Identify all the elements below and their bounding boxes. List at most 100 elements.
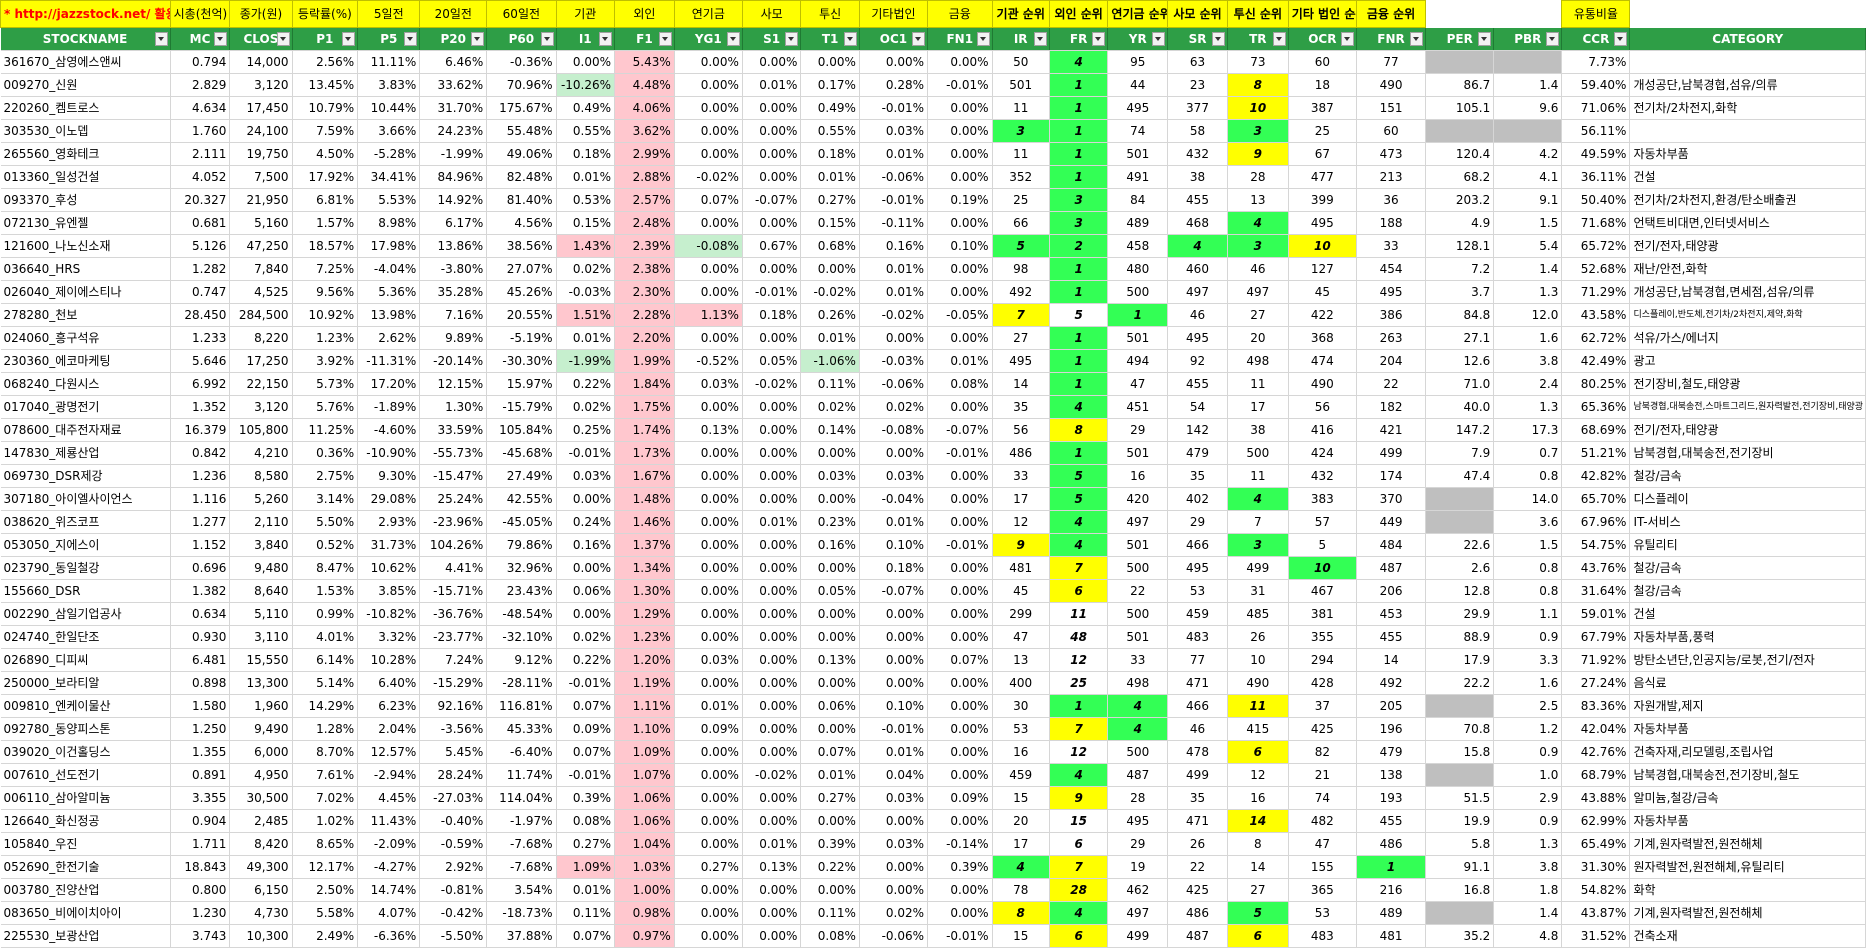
cell-pbr[interactable]: 0.8 <box>1493 579 1563 603</box>
cell-yr[interactable]: 501 <box>1107 441 1169 465</box>
cell-yr[interactable]: 487 <box>1107 763 1169 787</box>
cell-oc1[interactable]: -0.01% <box>859 717 929 741</box>
cell-fr[interactable]: 1 <box>1049 96 1109 120</box>
table-row[interactable]: 230360_에코마케팅 5.646 17,250 3.92% -11.31% -20.1… <box>0 349 1866 373</box>
cell-mc[interactable]: 0.634 <box>170 602 231 626</box>
cell-p20[interactable]: 12.15% <box>419 372 488 396</box>
cell-clos[interactable]: 7,500 <box>229 165 293 189</box>
cell-fnr[interactable]: 455 <box>1356 809 1427 833</box>
cell-ir[interactable]: 17 <box>992 487 1050 511</box>
cell-p60[interactable]: -1.97% <box>486 809 557 833</box>
cell-yr[interactable]: 74 <box>1107 119 1169 143</box>
cell-yg1[interactable]: 0.00% <box>674 556 743 580</box>
cell-p1[interactable]: 1.28% <box>292 717 359 741</box>
cell-p1[interactable]: 10.92% <box>292 303 359 327</box>
cell-stockname[interactable]: 003780_진양산업 <box>0 878 171 902</box>
cell-fn1[interactable]: 0.00% <box>927 763 993 787</box>
filter-dropdown-icon[interactable] <box>1033 32 1047 46</box>
cell-tr[interactable]: 6 <box>1227 740 1289 764</box>
cell-sr[interactable]: 58 <box>1167 119 1228 143</box>
cell-ir[interactable]: 16 <box>992 740 1050 764</box>
cell-p1[interactable]: 5.50% <box>292 510 359 534</box>
cell-fn1[interactable]: -0.01% <box>927 924 993 948</box>
cell-p60[interactable]: 9.12% <box>486 648 557 672</box>
cell-per[interactable]: 2.6 <box>1425 556 1495 580</box>
cell-p20[interactable]: -15.29% <box>419 671 488 695</box>
cell-s1[interactable]: 0.00% <box>742 556 802 580</box>
cell-p1[interactable]: 5.76% <box>292 395 359 419</box>
cell-p60[interactable]: -7.68% <box>486 832 557 856</box>
cell-per[interactable]: 47.4 <box>1425 464 1495 488</box>
cell-oc1[interactable]: -0.01% <box>859 188 929 212</box>
cell-category[interactable]: 기계,원자력발전,원전해체 <box>1629 901 1866 925</box>
cell-i1[interactable]: 0.08% <box>556 809 616 833</box>
cell-f1[interactable]: 1.37% <box>614 533 675 557</box>
cell-fr[interactable]: 25 <box>1049 671 1109 695</box>
cell-fn1[interactable]: 0.09% <box>927 786 993 810</box>
cell-per[interactable]: 84.8 <box>1425 303 1495 327</box>
cell-p20[interactable]: 84.96% <box>419 165 488 189</box>
cell-tr[interactable]: 498 <box>1227 349 1289 373</box>
cell-per[interactable]: 86.7 <box>1425 73 1495 97</box>
cell-fnr[interactable]: 77 <box>1356 50 1427 74</box>
cell-f1[interactable]: 1.03% <box>614 855 675 879</box>
cell-yr[interactable]: 28 <box>1107 786 1169 810</box>
cell-ir[interactable]: 27 <box>992 326 1050 350</box>
table-row[interactable]: 250000_보라티알 0.898 13,300 5.14% 6.40% -15.29% -… <box>0 671 1866 695</box>
cell-oc1[interactable]: -0.07% <box>859 579 929 603</box>
cell-pbr[interactable]: 4.1 <box>1493 165 1563 189</box>
cell-tr[interactable]: 12 <box>1227 763 1289 787</box>
cell-pbr[interactable]: 1.6 <box>1493 326 1563 350</box>
cell-per[interactable] <box>1425 487 1495 511</box>
cell-pbr[interactable]: 0.9 <box>1493 625 1563 649</box>
cell-ir[interactable]: 56 <box>992 418 1050 442</box>
cell-mc[interactable]: 1.760 <box>170 119 231 143</box>
cell-fnr[interactable]: 182 <box>1356 395 1427 419</box>
cell-category[interactable]: 자동차부품 <box>1629 142 1866 166</box>
filter-dropdown-icon[interactable] <box>214 32 228 46</box>
cell-i1[interactable]: 0.24% <box>556 510 616 534</box>
cell-fnr[interactable]: 492 <box>1356 671 1427 695</box>
cell-yr[interactable]: 501 <box>1107 326 1169 350</box>
cell-stockname[interactable]: 039020_이건홀딩스 <box>0 740 171 764</box>
cell-i1[interactable]: 1.09% <box>556 855 616 879</box>
cell-tr[interactable]: 3 <box>1227 533 1289 557</box>
cell-fn1[interactable]: 0.00% <box>927 257 993 281</box>
cell-oc1[interactable]: 0.00% <box>859 809 929 833</box>
cell-pbr[interactable]: 2.9 <box>1493 786 1563 810</box>
cell-stockname[interactable]: 303530_이노뎁 <box>0 119 171 143</box>
cell-p60[interactable]: 37.88% <box>486 924 557 948</box>
cell-yg1[interactable]: -0.08% <box>674 234 743 258</box>
cell-per[interactable] <box>1425 901 1495 925</box>
cell-mc[interactable]: 1.116 <box>170 487 231 511</box>
cell-s1[interactable]: 0.18% <box>742 303 802 327</box>
cell-p60[interactable]: -28.11% <box>486 671 557 695</box>
cell-t1[interactable]: 0.02% <box>800 395 860 419</box>
column-header-i1[interactable]: I1 <box>556 27 616 51</box>
cell-pbr[interactable]: 0.8 <box>1493 556 1563 580</box>
cell-ocr[interactable]: 18 <box>1288 73 1357 97</box>
cell-p5[interactable]: -4.27% <box>357 855 421 879</box>
cell-i1[interactable]: 0.00% <box>556 556 616 580</box>
cell-p5[interactable]: -4.04% <box>357 257 421 281</box>
cell-fn1[interactable]: 0.00% <box>927 602 993 626</box>
cell-fn1[interactable]: 0.00% <box>927 510 993 534</box>
cell-clos[interactable]: 4,525 <box>229 280 293 304</box>
cell-stockname[interactable]: 002290_삼일기업공사 <box>0 602 171 626</box>
cell-fn1[interactable]: 0.19% <box>927 188 993 212</box>
cell-p5[interactable]: 2.62% <box>357 326 421 350</box>
cell-p60[interactable]: -0.36% <box>486 50 557 74</box>
cell-p60[interactable]: -32.10% <box>486 625 557 649</box>
cell-p20[interactable]: -0.59% <box>419 832 488 856</box>
cell-ir[interactable]: 299 <box>992 602 1050 626</box>
cell-category[interactable]: 알미늄,철강/금속 <box>1629 786 1866 810</box>
cell-fr[interactable]: 3 <box>1049 211 1109 235</box>
cell-sr[interactable]: 53 <box>1167 579 1228 603</box>
cell-fn1[interactable]: 0.00% <box>927 878 993 902</box>
cell-ir[interactable]: 14 <box>992 372 1050 396</box>
cell-ccr[interactable]: 83.36% <box>1561 694 1631 718</box>
cell-p20[interactable]: 35.28% <box>419 280 488 304</box>
cell-fr[interactable]: 6 <box>1049 579 1109 603</box>
cell-s1[interactable]: 0.00% <box>742 533 802 557</box>
cell-category[interactable]: 개성공단,남북경협,면세점,섬유/의류 <box>1629 280 1866 304</box>
